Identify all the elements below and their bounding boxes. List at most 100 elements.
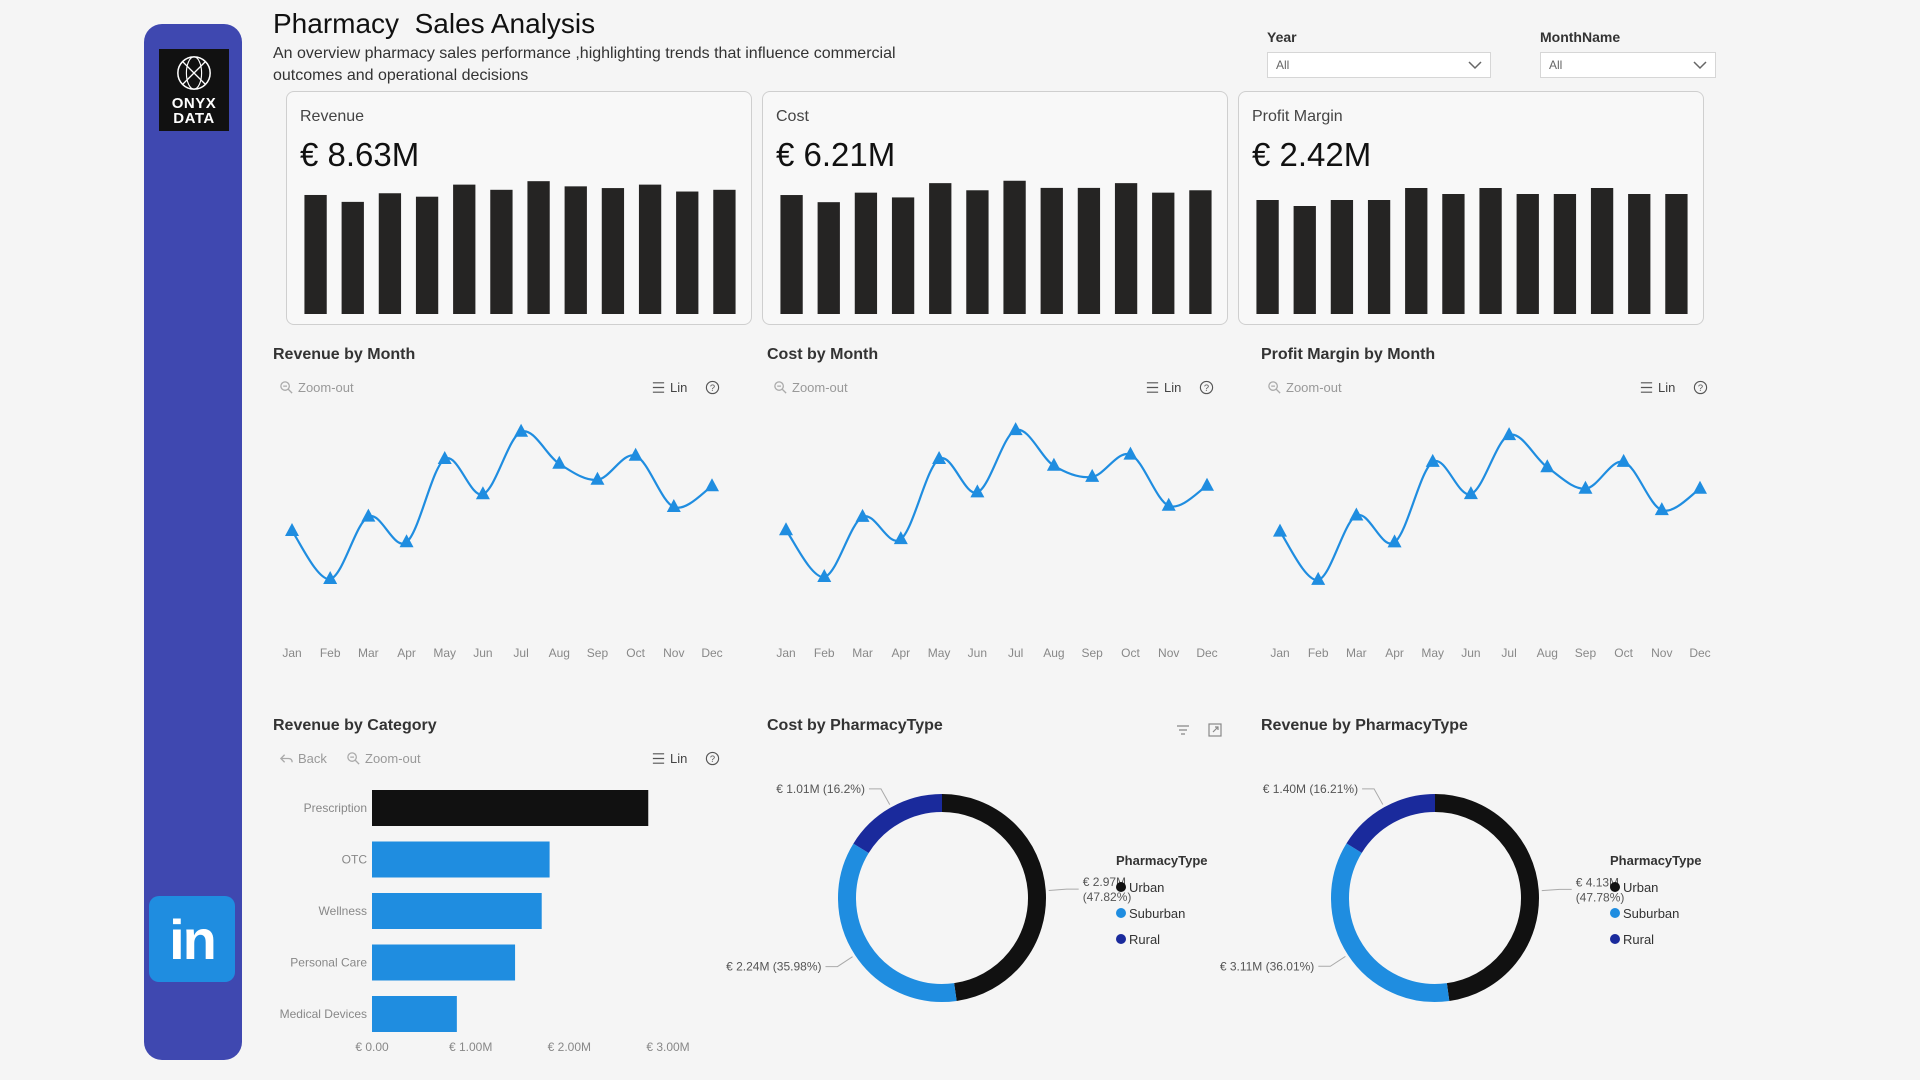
category-bar-wellness[interactable] (372, 893, 542, 929)
data-point-sep[interactable] (1085, 468, 1100, 482)
kpi-bar-sep[interactable] (1553, 194, 1577, 314)
data-point-jun[interactable] (1463, 486, 1478, 500)
help-button[interactable]: ? (1693, 380, 1708, 395)
lin-toggle[interactable]: Lin (1145, 380, 1181, 395)
kpi-bar-dec[interactable] (1189, 190, 1212, 314)
kpi-bar-jan[interactable] (780, 195, 803, 314)
donut-slice-rural[interactable] (853, 794, 943, 854)
kpi-bar-sep[interactable] (601, 188, 625, 314)
lin-toggle[interactable]: Lin (1639, 380, 1675, 395)
kpi-bar-mar[interactable] (1330, 200, 1354, 314)
kpi-bar-mar[interactable] (378, 193, 402, 314)
data-point-oct[interactable] (1123, 446, 1138, 460)
zoom-out-button[interactable]: Zoom-out (1267, 380, 1342, 395)
data-point-mar[interactable] (855, 508, 870, 522)
kpi-bar-jan[interactable] (1256, 200, 1279, 314)
kpi-bar-nov[interactable] (1152, 192, 1175, 314)
lin-toggle[interactable]: Lin (651, 751, 687, 766)
data-point-oct[interactable] (628, 447, 643, 461)
data-point-aug[interactable] (1046, 457, 1061, 471)
kpi-bar-apr[interactable] (1367, 200, 1391, 314)
data-point-nov[interactable] (1161, 497, 1176, 511)
kpi-bar-may[interactable] (453, 184, 476, 314)
cost-kpi-card[interactable]: Cost € 6.21M (762, 91, 1228, 325)
data-point-nov[interactable] (666, 499, 681, 512)
help-button[interactable]: ? (705, 751, 720, 766)
donut-slice-suburban[interactable] (1331, 843, 1450, 1002)
kpi-bar-jul[interactable] (1003, 180, 1026, 314)
legend-item-rural[interactable]: Rural (1610, 926, 1702, 952)
donut-slice-urban[interactable] (1434, 794, 1539, 1002)
kpi-bar-oct[interactable] (1590, 188, 1614, 314)
data-point-dec[interactable] (705, 478, 719, 492)
kpi-bar-aug[interactable] (564, 186, 587, 314)
kpi-bar-may[interactable] (1405, 188, 1428, 314)
kpi-bar-feb[interactable] (1293, 206, 1316, 314)
kpi-bar-oct[interactable] (1114, 183, 1138, 314)
data-point-jul[interactable] (1502, 427, 1517, 441)
kpi-bar-jun[interactable] (966, 190, 989, 314)
data-point-jan[interactable] (779, 522, 793, 536)
kpi-bar-may[interactable] (929, 183, 952, 314)
kpi-bar-dec[interactable] (713, 189, 736, 314)
legend-item-rural[interactable]: Rural (1116, 926, 1208, 952)
focus-mode-button[interactable] (1203, 718, 1227, 742)
filter-button[interactable] (1171, 718, 1195, 742)
back-button[interactable]: Back (279, 751, 327, 766)
category-bar-otc[interactable] (372, 841, 550, 878)
data-point-oct[interactable] (1616, 453, 1631, 467)
legend-item-urban[interactable]: Urban (1116, 874, 1208, 900)
kpi-bar-jul[interactable] (1479, 188, 1502, 314)
donut-slice-rural[interactable] (1346, 794, 1436, 854)
data-point-mar[interactable] (1349, 507, 1364, 521)
kpi-bar-feb[interactable] (341, 201, 364, 314)
help-button[interactable]: ? (1199, 380, 1214, 395)
category-bar-personal-care[interactable] (372, 944, 516, 981)
data-point-sep[interactable] (1578, 480, 1593, 494)
donut-slice-urban[interactable] (941, 794, 1046, 1001)
category-bar-prescription[interactable] (372, 790, 649, 826)
kpi-bar-jun[interactable] (1442, 194, 1465, 314)
kpi-bar-nov[interactable] (1628, 194, 1651, 314)
help-button[interactable]: ? (705, 380, 720, 395)
data-point-sep[interactable] (590, 471, 605, 485)
donut-slice-suburban[interactable] (838, 843, 957, 1002)
data-point-jan[interactable] (1273, 523, 1287, 537)
year-dropdown[interactable]: All (1267, 52, 1491, 78)
data-point-feb[interactable] (817, 568, 832, 582)
legend-item-suburban[interactable]: Suburban (1116, 900, 1208, 926)
revenue-kpi-card[interactable]: Revenue € 8.63M (286, 91, 752, 325)
profit-kpi-card[interactable]: Profit Margin € 2.42M (1238, 91, 1704, 325)
data-point-may[interactable] (932, 451, 947, 465)
data-point-apr[interactable] (1387, 534, 1402, 548)
kpi-bar-jun[interactable] (490, 189, 513, 314)
lin-toggle[interactable]: Lin (651, 380, 687, 395)
data-point-nov[interactable] (1654, 502, 1669, 516)
legend-item-suburban[interactable]: Suburban (1610, 900, 1702, 926)
month-dropdown[interactable]: All (1540, 52, 1716, 78)
data-point-mar[interactable] (361, 508, 376, 522)
data-point-may[interactable] (437, 451, 452, 464)
data-point-jun[interactable] (970, 484, 985, 498)
data-point-aug[interactable] (1540, 459, 1555, 473)
data-point-jun[interactable] (475, 486, 490, 500)
kpi-bar-mar[interactable] (854, 192, 878, 314)
kpi-bar-sep[interactable] (1077, 187, 1101, 314)
kpi-bar-dec[interactable] (1665, 194, 1688, 314)
kpi-bar-jan[interactable] (304, 194, 327, 314)
data-point-aug[interactable] (552, 455, 567, 469)
kpi-bar-nov[interactable] (676, 191, 699, 314)
data-point-apr[interactable] (399, 534, 414, 548)
kpi-bar-oct[interactable] (638, 184, 662, 314)
legend-item-urban[interactable]: Urban (1610, 874, 1702, 900)
data-point-jul[interactable] (514, 423, 529, 437)
data-point-dec[interactable] (1200, 477, 1214, 491)
zoom-out-button[interactable]: Zoom-out (773, 380, 848, 395)
data-point-feb[interactable] (1311, 571, 1326, 585)
kpi-bar-apr[interactable] (891, 197, 915, 314)
data-point-jan[interactable] (285, 523, 299, 536)
zoom-out-button[interactable]: Zoom-out (346, 751, 421, 766)
category-bar-medical-devices[interactable] (372, 996, 457, 1032)
data-point-feb[interactable] (323, 571, 338, 584)
kpi-bar-jul[interactable] (527, 181, 550, 314)
